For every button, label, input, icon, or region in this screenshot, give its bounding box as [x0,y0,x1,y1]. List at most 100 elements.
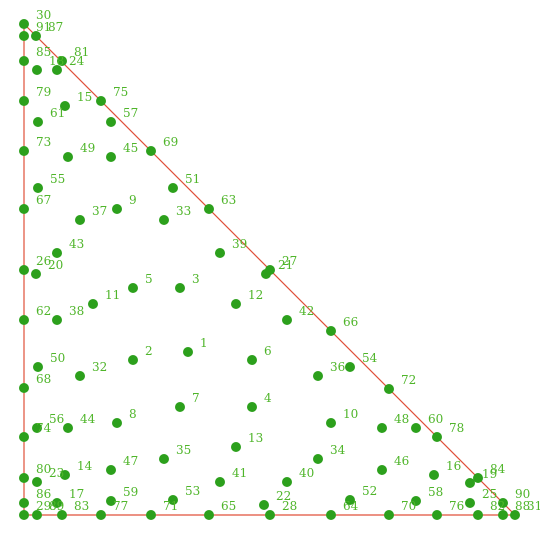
point [19,383,29,393]
point-label: 50 [50,351,65,365]
point [465,498,475,508]
point-label: 53 [185,484,200,498]
point [168,495,178,505]
point-label: 63 [221,193,236,207]
point [265,510,275,520]
point [326,510,336,520]
point-label: 47 [123,454,138,468]
point [106,465,116,475]
point-label: 65 [221,499,236,513]
point [247,355,257,365]
point-label: 80 [36,462,51,476]
point-label: 67 [36,193,51,207]
point [247,402,257,412]
point-label: 37 [92,204,107,218]
point-label: 83 [74,499,89,513]
point-label: 31 [527,499,540,513]
point [510,510,520,520]
point-label: 1 [200,336,208,350]
point-label: 90 [515,487,530,501]
point-label: 64 [343,499,359,513]
point-label: 51 [185,172,200,186]
point-label: 26 [36,254,51,268]
point [498,510,508,520]
point [106,496,116,506]
point-label: 38 [69,304,84,318]
point [19,432,29,442]
point-label: 71 [163,499,178,513]
point [326,418,336,428]
point [429,470,439,480]
point-label: 76 [449,499,464,513]
point [19,146,29,156]
point-label: 61 [50,106,65,120]
point-label: 32 [92,360,107,374]
point [106,117,116,127]
point [498,498,508,508]
point-label: 35 [176,443,191,457]
point-label: 6 [264,344,272,358]
point [52,498,62,508]
point [175,402,185,412]
point-label: 68 [36,372,51,386]
point-label: 72 [401,373,416,387]
point-label: 81 [74,45,89,59]
point-label: 40 [299,466,314,480]
point-label: 18 [49,54,64,68]
point [52,248,62,258]
point-label: 11 [105,288,120,302]
point [88,299,98,309]
point [411,496,421,506]
point [231,299,241,309]
point [106,152,116,162]
point [19,19,29,29]
point-label: 58 [428,485,443,499]
point-label: 74 [36,421,52,435]
point-label: 84 [490,462,506,476]
point [19,510,29,520]
point [75,371,85,381]
point-label: 15 [77,90,92,104]
point [60,470,70,480]
point [183,347,193,357]
point-label: 89 [49,499,64,513]
point [146,146,156,156]
point [377,465,387,475]
point [377,423,387,433]
point-label: 9 [129,193,137,207]
point-label: 25 [482,487,497,501]
point [60,101,70,111]
point [52,315,62,325]
point [128,355,138,365]
point-label: 4 [264,391,272,405]
point-label: 54 [362,351,378,365]
point [159,215,169,225]
point [32,477,42,487]
point [146,510,156,520]
point [345,495,355,505]
point [33,117,43,127]
point-label: 13 [248,431,263,445]
point-label: 29 [36,499,51,513]
point-label: 12 [248,288,263,302]
point-label: 5 [145,272,153,286]
point [282,315,292,325]
point [411,423,421,433]
point [19,96,29,106]
point-label: 36 [330,360,345,374]
point [32,510,42,520]
point [215,477,225,487]
point [19,204,29,214]
point-label: 59 [123,485,138,499]
point-label: 14 [77,459,93,473]
point [19,56,29,66]
point [33,183,43,193]
point-label: 77 [113,499,128,513]
point-label: 57 [123,106,138,120]
point [63,423,73,433]
point-label: 24 [69,54,85,68]
point [465,478,475,488]
point [32,65,42,75]
point-label: 21 [278,258,293,272]
point [19,473,29,483]
